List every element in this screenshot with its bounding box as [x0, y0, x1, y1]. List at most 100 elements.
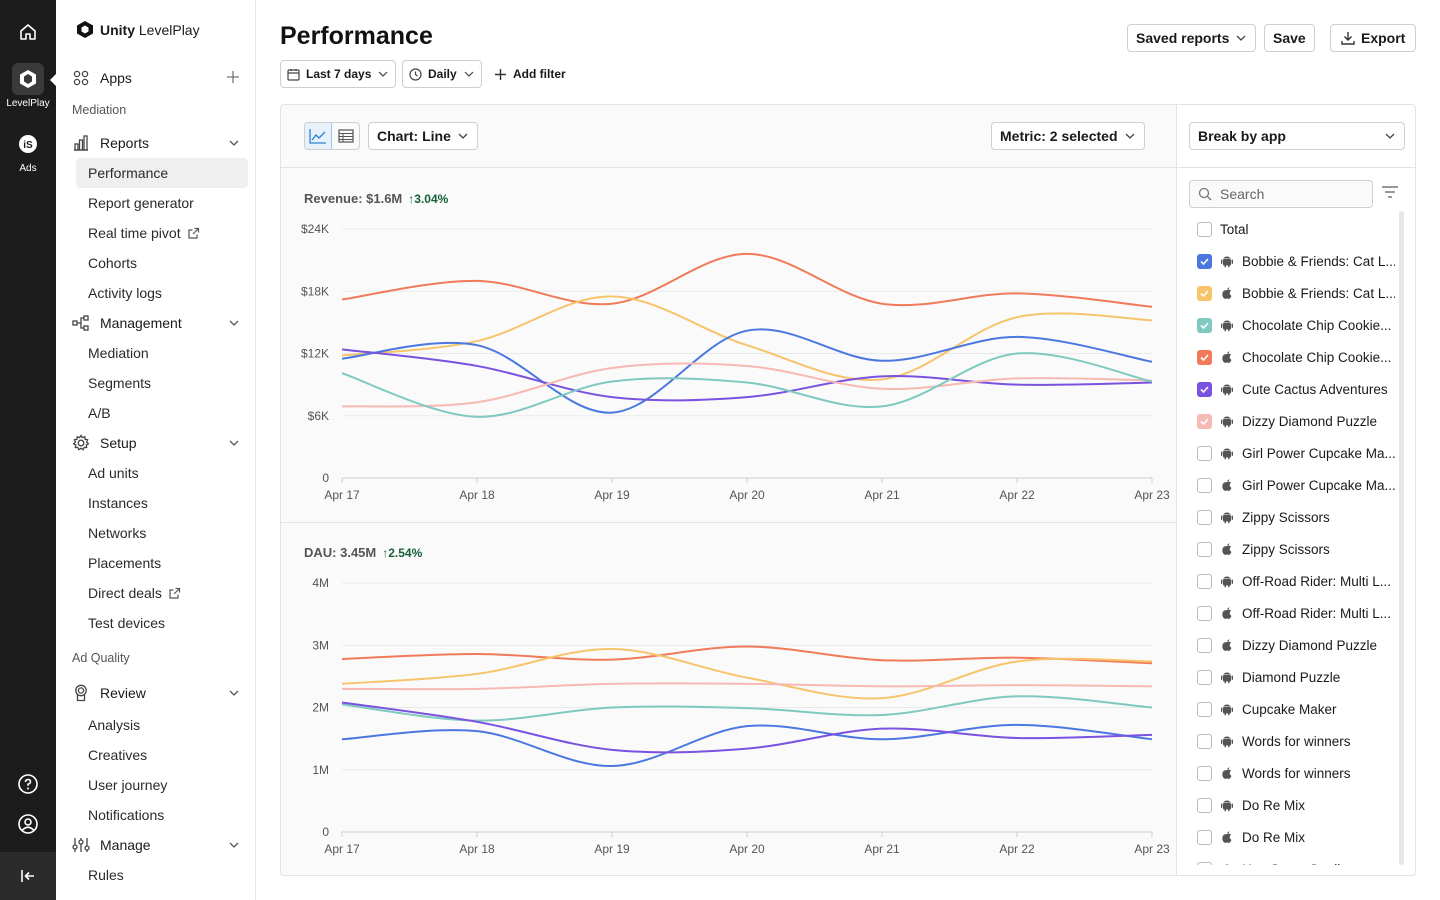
levelplay-rail-button[interactable]: LevelPlay [0, 63, 56, 109]
app-checkbox[interactable] [1197, 221, 1212, 237]
app-list-item[interactable]: Zippy Scissors [1189, 501, 1395, 533]
sidebar-item-report-generator[interactable]: Report generator [88, 195, 194, 211]
app-list-item[interactable]: Chocolate Chip Cookie... [1189, 309, 1395, 341]
sidebar-item-performance[interactable]: Performance [76, 158, 248, 188]
app-list-item[interactable]: Off-Road Rider: Multi L... [1189, 565, 1395, 597]
sidebar-item-reports[interactable]: Reports [56, 128, 256, 158]
sidebar-item-management[interactable]: Management [56, 308, 256, 338]
app-list-item[interactable]: Words for winners [1189, 757, 1395, 789]
series-line[interactable] [341, 328, 1153, 414]
sidebar-item-apps[interactable]: Apps [56, 64, 256, 92]
date-range-dropdown[interactable]: Last 7 days [280, 60, 397, 88]
metric-dropdown[interactable]: Metric: 2 selected [991, 122, 1145, 150]
app-checkbox[interactable] [1197, 861, 1212, 865]
sidebar-item-test-devices[interactable]: Test devices [88, 615, 166, 631]
series-line[interactable] [341, 695, 1153, 722]
sidebar-item-creatives[interactable]: Creatives [88, 747, 148, 763]
sidebar-item-review[interactable]: Review [56, 676, 256, 710]
app-list-item[interactable]: Diamond Puzzle [1189, 661, 1395, 693]
sidebar-item-manage[interactable]: Manage [56, 830, 256, 860]
sidebar-item-cohorts[interactable]: Cohorts [88, 255, 138, 271]
app-checkbox[interactable] [1197, 797, 1212, 813]
app-list-item[interactable]: Hue Saver Studio [1189, 853, 1395, 865]
sidebar-item-user-journey[interactable]: User journey [88, 777, 168, 793]
sidebar-item-setup[interactable]: Setup [56, 428, 256, 458]
app-checkbox[interactable] [1197, 541, 1212, 557]
sidebar-item-segments[interactable]: Segments [88, 375, 152, 391]
app-checkbox[interactable] [1197, 477, 1212, 493]
sidebar-item-rules[interactable]: Rules [88, 867, 124, 883]
app-search-input[interactable]: Search [1189, 180, 1373, 208]
sidebar-item-real-time-pivot[interactable]: Real time pivot [56, 218, 256, 248]
series-line[interactable] [341, 295, 1153, 382]
app-checkbox[interactable] [1197, 509, 1212, 525]
app-checkbox[interactable] [1197, 605, 1212, 621]
app-checkbox[interactable] [1197, 669, 1212, 685]
app-checkbox[interactable] [1197, 701, 1212, 717]
chart-type-dropdown[interactable]: Chart: Line [368, 122, 478, 150]
app-checkbox[interactable] [1197, 381, 1212, 397]
series-line[interactable] [341, 723, 1153, 768]
app-checkbox[interactable] [1197, 413, 1212, 429]
app-checkbox[interactable] [1197, 445, 1212, 461]
app-list-item[interactable]: Total [1189, 213, 1395, 245]
series-line[interactable] [341, 647, 1153, 700]
collapse-sidebar-button[interactable] [0, 852, 56, 900]
sidebar-item-placements[interactable]: Placements [88, 555, 162, 571]
break-by-dropdown[interactable]: Break by app [1189, 122, 1405, 150]
ads-rail-button[interactable]: iS Ads [0, 128, 56, 174]
account-rail-button[interactable] [0, 808, 56, 840]
app-checkbox[interactable] [1197, 349, 1212, 365]
help-rail-button[interactable] [0, 768, 56, 800]
app-list-item[interactable]: Chocolate Chip Cookie... [1189, 341, 1395, 373]
series-line[interactable] [341, 682, 1153, 691]
app-list-item[interactable]: Do Re Mix [1189, 821, 1395, 853]
app-checkbox[interactable] [1197, 573, 1212, 589]
sidebar-item-direct-deals[interactable]: Direct deals [56, 578, 256, 608]
app-list-item[interactable]: Cute Cactus Adventures [1189, 373, 1395, 405]
save-button[interactable]: Save [1264, 24, 1315, 52]
app-list-item[interactable]: Girl Power Cupcake Ma... [1189, 437, 1395, 469]
brand-logo[interactable]: Unity LevelPlay [76, 20, 200, 39]
series-line[interactable] [341, 352, 1153, 418]
home-rail-button[interactable] [0, 16, 56, 48]
app-checkbox[interactable] [1197, 285, 1212, 301]
app-list-scrollbar[interactable] [1399, 211, 1404, 865]
app-list-item[interactable]: Bobbie & Friends: Cat L... [1189, 245, 1395, 277]
filter-button[interactable] [1381, 185, 1399, 204]
app-checkbox[interactable] [1197, 765, 1212, 781]
sidebar-item-instances[interactable]: Instances [88, 495, 148, 511]
line-chart-view-button[interactable] [305, 123, 333, 149]
sidebar-item-analysis[interactable]: Analysis [88, 717, 141, 733]
app-list-item[interactable]: Girl Power Cupcake Ma... [1189, 469, 1395, 501]
series-line[interactable] [341, 701, 1153, 754]
app-list-item[interactable]: Do Re Mix [1189, 789, 1395, 821]
app-list-item[interactable]: Dizzy Diamond Puzzle [1189, 405, 1395, 437]
series-line[interactable] [341, 645, 1153, 665]
app-checkbox[interactable] [1197, 253, 1212, 269]
export-button[interactable]: Export [1330, 24, 1417, 52]
app-checkbox[interactable] [1197, 829, 1212, 845]
series-line[interactable] [341, 252, 1153, 308]
sidebar-item-ad-units[interactable]: Ad units [88, 465, 139, 481]
app-checkbox[interactable] [1197, 637, 1212, 653]
add-filter-button[interactable]: Add filter [488, 60, 572, 88]
app-list-item[interactable]: Cupcake Maker [1189, 693, 1395, 725]
sidebar-item-networks[interactable]: Networks [88, 525, 147, 541]
series-line[interactable] [341, 362, 1153, 408]
sidebar-item-ab[interactable]: A/B [88, 405, 111, 421]
add-app-button[interactable] [226, 70, 240, 87]
app-list-item[interactable]: Bobbie & Friends: Cat L... [1189, 277, 1395, 309]
granularity-dropdown[interactable]: Daily [402, 60, 482, 88]
app-list-item[interactable]: Off-Road Rider: Multi L... [1189, 597, 1395, 629]
app-list-item[interactable]: Dizzy Diamond Puzzle [1189, 629, 1395, 661]
saved-reports-dropdown[interactable]: Saved reports [1127, 24, 1257, 52]
sidebar-item-notifications[interactable]: Notifications [88, 807, 165, 823]
app-checkbox[interactable] [1197, 317, 1212, 333]
app-checkbox[interactable] [1197, 733, 1212, 749]
table-view-button[interactable] [332, 123, 359, 149]
app-list-item[interactable]: Words for winners [1189, 725, 1395, 757]
series-line[interactable] [341, 348, 1153, 402]
sidebar-item-mediation[interactable]: Mediation [88, 345, 149, 361]
sidebar-item-activity-logs[interactable]: Activity logs [88, 285, 162, 301]
